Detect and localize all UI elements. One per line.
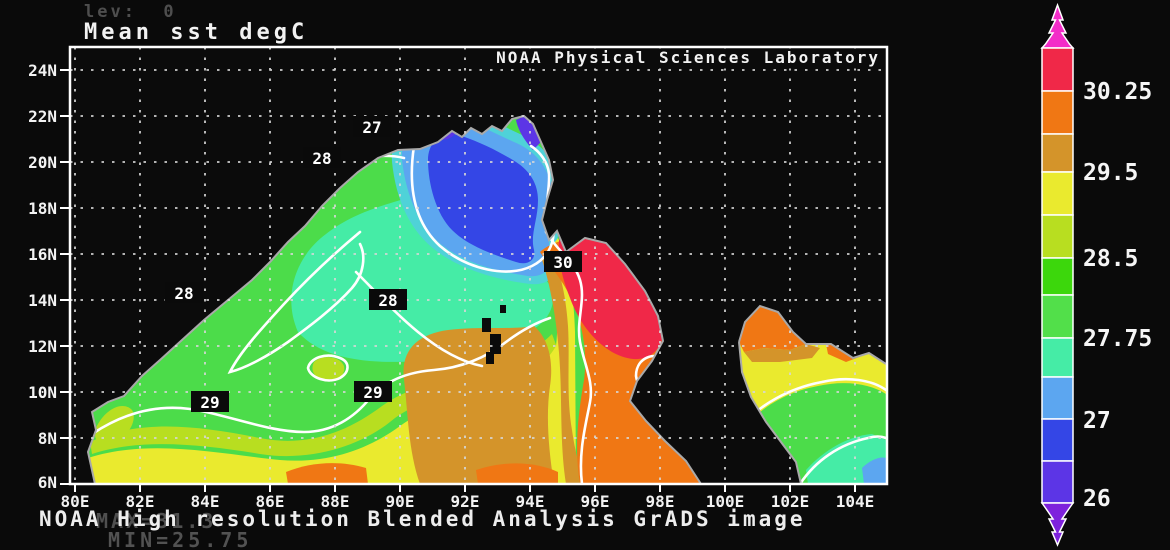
svg-text:28: 28	[174, 284, 193, 303]
svg-text:28: 28	[378, 291, 397, 310]
island-specks	[482, 305, 506, 364]
coastline-malay-peninsula	[738, 341, 802, 484]
level-label: lev: 0	[84, 2, 177, 22]
colorbar-arrow-down	[1040, 502, 1075, 547]
lon-tick-label: 98E	[646, 492, 675, 511]
colorbar-tick-label: 26	[1083, 486, 1111, 512]
contour-label-27: 27	[353, 116, 391, 137]
longitude-axis-labels: 80E 82E 84E 86E 88E 90E 92E 94E 96E 98E …	[61, 492, 875, 511]
svg-text:28: 28	[312, 149, 331, 168]
colorbar-segment	[1041, 257, 1074, 296]
svg-text:29: 29	[363, 383, 382, 402]
sst-band-blue-core	[428, 134, 538, 264]
contour-label-28-a: 28	[303, 147, 341, 168]
colorbar-segment	[1041, 418, 1074, 462]
colorbar	[1040, 2, 1075, 547]
contour-label-28-b: 28	[165, 282, 203, 303]
sst-patch-orange-bottom-a	[286, 463, 368, 484]
colorbar-tick-label: 29.5	[1083, 160, 1138, 186]
gulf-band-gold	[744, 344, 820, 362]
lat-tick-label: 8N	[38, 429, 57, 448]
sst-patch-violet-coast	[516, 116, 541, 150]
colorbar-arrow-up	[1040, 2, 1075, 49]
lat-tick-label: 24N	[28, 61, 57, 80]
colorbar-segment	[1041, 214, 1074, 259]
contour-label-29-b: 29	[354, 381, 392, 402]
colorbar-segment	[1041, 171, 1074, 216]
colorbar-segment	[1041, 47, 1074, 92]
lon-tick-label: 102E	[771, 492, 810, 511]
colorbar-tick-labels: 30.25 29.5 28.5 27.75 27 26	[1083, 79, 1152, 512]
colorbar-segment	[1041, 376, 1074, 420]
coastline-gulf-north	[738, 304, 887, 365]
coastline	[86, 114, 887, 484]
lat-tick-label: 10N	[28, 383, 57, 402]
stat-min-label: MIN=25.75	[108, 528, 253, 550]
lon-tick-label: 94E	[516, 492, 545, 511]
gulf-contour-28	[798, 435, 886, 484]
lon-tick-label: 104E	[836, 492, 875, 511]
lon-tick-label: 80E	[61, 492, 90, 511]
page-title: Mean sst degC	[84, 20, 309, 45]
contour-28-west-line	[227, 230, 365, 374]
lat-tick-label: 22N	[28, 107, 57, 126]
sst-band-gold-east	[542, 248, 584, 484]
svg-text:30: 30	[553, 253, 572, 272]
lon-tick-label: 100E	[706, 492, 745, 511]
contour-value-labels: 27 28 28 28 30 29 29	[165, 116, 582, 412]
lat-tick-label: 14N	[28, 291, 57, 310]
sst-patch-orange-bottom-b	[476, 463, 558, 484]
attribution-backplate	[478, 48, 884, 69]
attribution-text: NOAA Physical Sciences Laboratory	[496, 48, 880, 67]
colorbar-tick-label: 28.5	[1083, 246, 1138, 272]
gulf-corner-light-blue	[862, 457, 886, 484]
colorbar-tick-label: 27.75	[1083, 326, 1152, 352]
svg-text:29: 29	[200, 393, 219, 412]
footer-caption: NOAA High resolution Blended Analysis Gr…	[39, 507, 806, 531]
lat-tick-label: 16N	[28, 245, 57, 264]
lon-tick-label: 88E	[321, 492, 350, 511]
lon-tick-label: 92E	[451, 492, 480, 511]
lon-tick-label: 90E	[386, 492, 415, 511]
stat-max-label: MAX=31.3	[96, 509, 217, 533]
latitude-axis-labels: 24N 22N 20N 18N 16N 14N 12N 10N 8N 6N	[28, 61, 57, 492]
contour-label-28-c: 28	[369, 289, 407, 310]
colorbar-segment	[1041, 294, 1074, 339]
colorbar-segment	[1041, 133, 1074, 173]
coastline-india-myanmar	[86, 114, 702, 484]
svg-text:27: 27	[362, 118, 381, 137]
colorbar-segment	[1041, 90, 1074, 135]
lat-tick-label: 12N	[28, 337, 57, 356]
lon-tick-label: 82E	[126, 492, 155, 511]
lat-tick-label: 20N	[28, 153, 57, 172]
lon-tick-label: 86E	[256, 492, 285, 511]
colorbar-tick-label: 27	[1083, 408, 1111, 434]
lat-tick-label: 6N	[38, 473, 57, 492]
contour-label-30: 30	[544, 251, 582, 272]
sst-band-lime-south	[90, 334, 558, 457]
colorbar-segment	[1041, 337, 1074, 378]
lon-tick-label: 84E	[191, 492, 220, 511]
lat-tick-label: 18N	[28, 199, 57, 218]
sst-band-gold-south	[403, 326, 554, 484]
colorbar-tick-label: 30.25	[1083, 79, 1152, 105]
colorbar-segment	[1041, 460, 1074, 504]
sst-patch-lime-c	[312, 357, 345, 381]
plot-frame	[68, 45, 889, 486]
gulf-band-orange-top	[739, 306, 806, 352]
contour-29-ring	[306, 354, 349, 382]
contour-label-29-a: 29	[191, 391, 229, 412]
lon-tick-label: 96E	[581, 492, 610, 511]
axis-tick-marks	[60, 69, 856, 492]
